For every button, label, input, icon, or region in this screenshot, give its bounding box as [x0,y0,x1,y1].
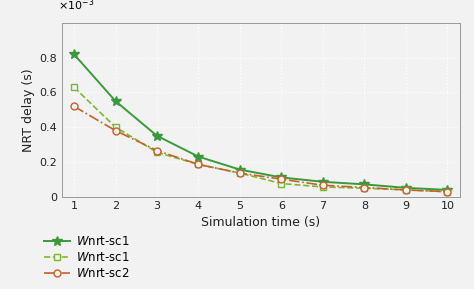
$\mathit{W}$nrt-sc1 [113,99,118,103]
Line: $\mathit{W}$nrt-sc1: $\mathit{W}$nrt-sc1 [69,49,452,195]
$\mathit{W}$nrt-sc1 [403,188,409,192]
$\mathit{W}$nrt-sc1 [71,86,77,89]
$\mathit{W}$nrt-sc2 [237,171,243,175]
$\mathit{W}$nrt-sc1 [237,171,243,175]
$\mathit{W}$nrt-sc1 [196,155,201,158]
X-axis label: Simulation time (s): Simulation time (s) [201,216,320,229]
$\mathit{W}$nrt-sc1 [113,125,118,129]
$\mathit{W}$nrt-sc2 [320,184,326,187]
$\mathit{W}$nrt-sc1 [237,168,243,171]
$\mathit{W}$nrt-sc1 [320,185,326,189]
$\mathit{W}$nrt-sc1 [196,163,201,166]
Line: $\mathit{W}$nrt-sc2: $\mathit{W}$nrt-sc2 [71,103,451,195]
Y-axis label: NRT delay (s): NRT delay (s) [22,68,35,152]
$\mathit{W}$nrt-sc2 [196,163,201,166]
Text: $\times10^{-3}$: $\times10^{-3}$ [58,0,94,13]
$\mathit{W}$nrt-sc1 [403,186,409,190]
Line: $\mathit{W}$nrt-sc1: $\mathit{W}$nrt-sc1 [71,84,451,195]
Legend: $\mathit{W}$nrt-sc1, $\mathit{W}$nrt-sc1, $\mathit{W}$nrt-sc2: $\mathit{W}$nrt-sc1, $\mathit{W}$nrt-sc1… [44,235,129,280]
$\mathit{W}$nrt-sc1 [71,53,77,56]
$\mathit{W}$nrt-sc1 [154,151,160,154]
$\mathit{W}$nrt-sc1 [320,180,326,184]
$\mathit{W}$nrt-sc1 [154,134,160,138]
$\mathit{W}$nrt-sc2 [403,188,409,192]
$\mathit{W}$nrt-sc1 [279,182,284,185]
$\mathit{W}$nrt-sc1 [362,186,367,190]
$\mathit{W}$nrt-sc2 [279,177,284,181]
$\mathit{W}$nrt-sc2 [113,129,118,132]
$\mathit{W}$nrt-sc2 [71,105,77,108]
$\mathit{W}$nrt-sc2 [362,186,367,189]
$\mathit{W}$nrt-sc2 [445,190,450,193]
$\mathit{W}$nrt-sc1 [445,188,450,192]
$\mathit{W}$nrt-sc1 [279,176,284,179]
$\mathit{W}$nrt-sc1 [362,183,367,186]
$\mathit{W}$nrt-sc2 [154,149,160,152]
$\mathit{W}$nrt-sc1 [445,190,450,193]
